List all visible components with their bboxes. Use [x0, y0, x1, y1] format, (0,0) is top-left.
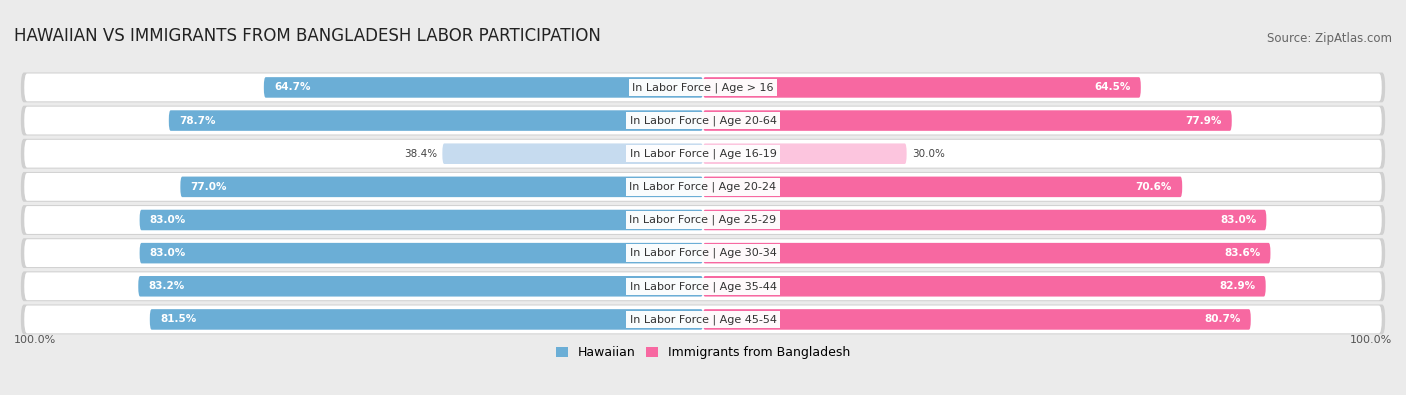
Text: 83.0%: 83.0%	[150, 215, 186, 225]
FancyBboxPatch shape	[24, 206, 1382, 234]
Text: 77.9%: 77.9%	[1185, 116, 1222, 126]
FancyBboxPatch shape	[21, 205, 1385, 235]
Text: In Labor Force | Age 45-54: In Labor Force | Age 45-54	[630, 314, 776, 325]
FancyBboxPatch shape	[139, 243, 703, 263]
Text: In Labor Force | Age 35-44: In Labor Force | Age 35-44	[630, 281, 776, 292]
FancyBboxPatch shape	[169, 110, 703, 131]
Text: 38.4%: 38.4%	[404, 149, 437, 159]
Legend: Hawaiian, Immigrants from Bangladesh: Hawaiian, Immigrants from Bangladesh	[551, 341, 855, 365]
Text: 64.7%: 64.7%	[274, 83, 311, 92]
FancyBboxPatch shape	[150, 309, 703, 330]
FancyBboxPatch shape	[703, 177, 1182, 197]
FancyBboxPatch shape	[24, 305, 1382, 333]
FancyBboxPatch shape	[139, 210, 703, 230]
FancyBboxPatch shape	[24, 73, 1382, 102]
Text: In Labor Force | Age 20-64: In Labor Force | Age 20-64	[630, 115, 776, 126]
FancyBboxPatch shape	[24, 107, 1382, 134]
FancyBboxPatch shape	[703, 77, 1140, 98]
FancyBboxPatch shape	[703, 143, 907, 164]
FancyBboxPatch shape	[21, 238, 1385, 268]
Text: 83.0%: 83.0%	[1220, 215, 1256, 225]
Text: HAWAIIAN VS IMMIGRANTS FROM BANGLADESH LABOR PARTICIPATION: HAWAIIAN VS IMMIGRANTS FROM BANGLADESH L…	[14, 27, 600, 45]
FancyBboxPatch shape	[138, 276, 703, 297]
Text: 78.7%: 78.7%	[179, 116, 215, 126]
FancyBboxPatch shape	[21, 139, 1385, 169]
Text: 83.2%: 83.2%	[149, 281, 184, 291]
FancyBboxPatch shape	[703, 243, 1271, 263]
FancyBboxPatch shape	[703, 110, 1232, 131]
Text: 81.5%: 81.5%	[160, 314, 197, 324]
FancyBboxPatch shape	[703, 309, 1251, 330]
Text: In Labor Force | Age 30-34: In Labor Force | Age 30-34	[630, 248, 776, 258]
Text: 80.7%: 80.7%	[1204, 314, 1240, 324]
Text: In Labor Force | Age 16-19: In Labor Force | Age 16-19	[630, 149, 776, 159]
Text: 83.0%: 83.0%	[150, 248, 186, 258]
Text: 100.0%: 100.0%	[14, 335, 56, 345]
Text: 64.5%: 64.5%	[1094, 83, 1130, 92]
Text: 77.0%: 77.0%	[191, 182, 226, 192]
Text: 70.6%: 70.6%	[1136, 182, 1173, 192]
FancyBboxPatch shape	[24, 140, 1382, 167]
Text: 30.0%: 30.0%	[912, 149, 945, 159]
Text: In Labor Force | Age 25-29: In Labor Force | Age 25-29	[630, 215, 776, 225]
Text: In Labor Force | Age 20-24: In Labor Force | Age 20-24	[630, 182, 776, 192]
Text: Source: ZipAtlas.com: Source: ZipAtlas.com	[1267, 32, 1392, 45]
FancyBboxPatch shape	[21, 271, 1385, 301]
FancyBboxPatch shape	[21, 105, 1385, 135]
FancyBboxPatch shape	[21, 73, 1385, 102]
FancyBboxPatch shape	[21, 172, 1385, 202]
Text: 82.9%: 82.9%	[1219, 281, 1256, 291]
FancyBboxPatch shape	[24, 239, 1382, 267]
FancyBboxPatch shape	[703, 210, 1267, 230]
FancyBboxPatch shape	[24, 273, 1382, 300]
FancyBboxPatch shape	[180, 177, 703, 197]
FancyBboxPatch shape	[703, 276, 1265, 297]
Text: In Labor Force | Age > 16: In Labor Force | Age > 16	[633, 82, 773, 93]
FancyBboxPatch shape	[24, 173, 1382, 201]
FancyBboxPatch shape	[264, 77, 703, 98]
FancyBboxPatch shape	[21, 305, 1385, 334]
Text: 83.6%: 83.6%	[1225, 248, 1260, 258]
Text: 100.0%: 100.0%	[1350, 335, 1392, 345]
FancyBboxPatch shape	[443, 143, 703, 164]
